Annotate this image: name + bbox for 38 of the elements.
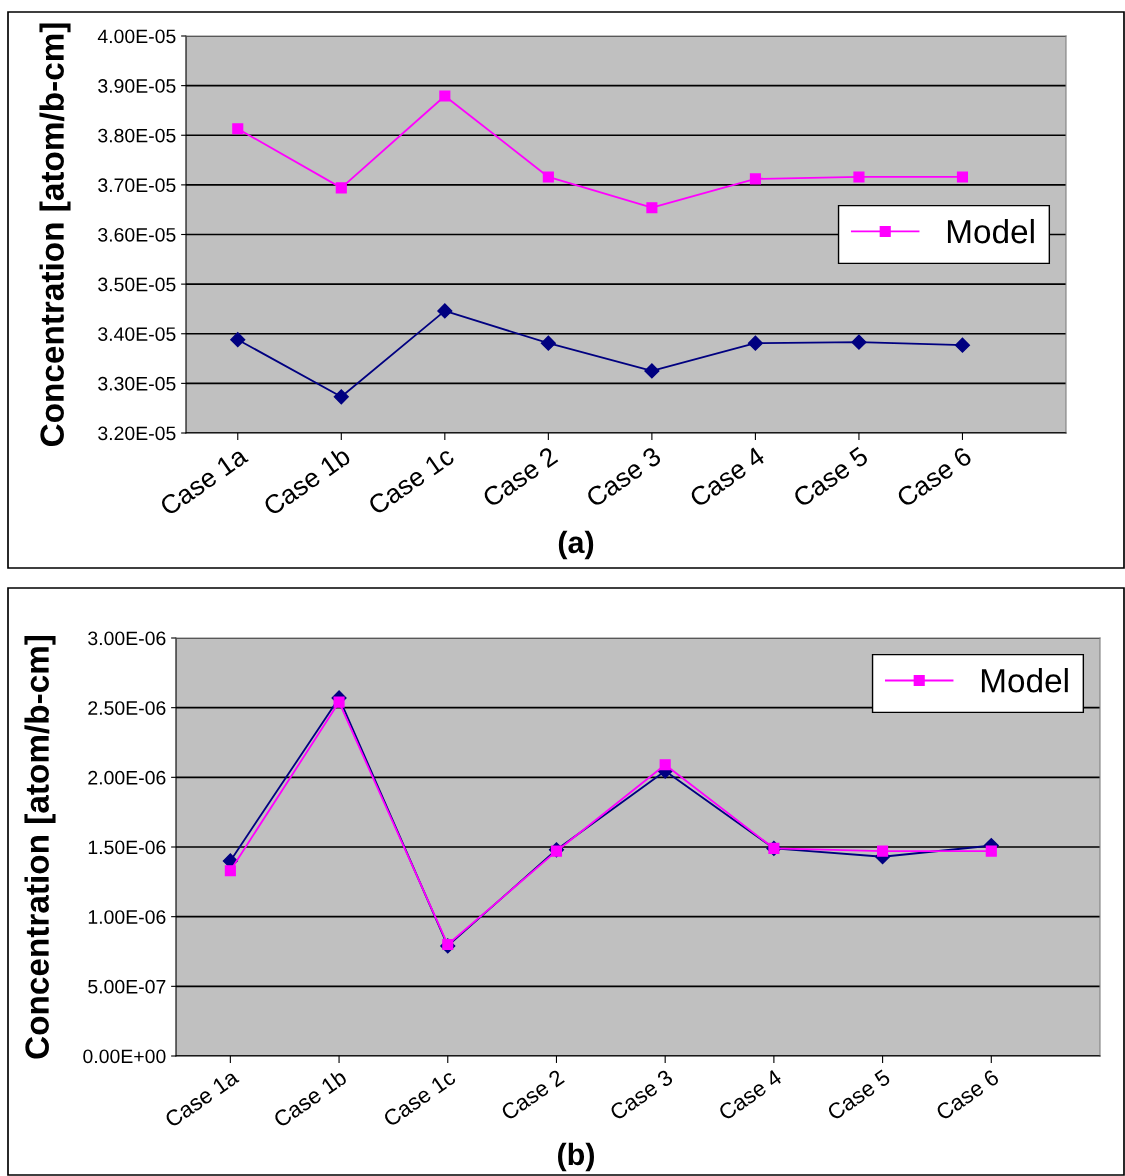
x-tick-label: Case 1a: [163, 1068, 240, 1128]
text: (a): [558, 530, 594, 560]
x-tick-label: Case 4: [717, 1068, 783, 1121]
y-tick-label: 4.00E-05: [97, 29, 176, 44]
y-tick-label: 2.50E-06: [88, 701, 166, 715]
x-tick-label: Case 5: [791, 446, 870, 508]
x-tick-label: Case 3: [584, 446, 663, 508]
x-tick-label: Case 1b: [272, 1068, 348, 1128]
x-tick-label: Case 1c: [367, 445, 456, 516]
x-tick-label: Case 5: [826, 1068, 892, 1121]
y-tick-label: 5.00E-07: [88, 979, 166, 994]
x-tick-label: Case 1b: [261, 445, 352, 517]
y-tick-label: 3.80E-05: [98, 128, 176, 143]
x-tick-label: Case 2: [500, 1068, 565, 1121]
y-tick-label: 3.20E-05: [98, 426, 176, 441]
y-tick-label: 3.90E-05: [98, 79, 176, 93]
y-tick-label: 1.00E-06: [88, 910, 166, 924]
y-tick-label: 3.60E-05: [98, 227, 176, 242]
text: (b): [558, 1142, 594, 1172]
x-tick-label: Case 3: [608, 1068, 674, 1121]
x-tick-label: Case 1c: [382, 1068, 457, 1128]
y-tick-label: 0.00E+00: [83, 1049, 166, 1064]
legend-label: Model: [981, 668, 1068, 693]
legend-label: Model: [947, 218, 1034, 244]
y-tick-label: 3.30E-05: [98, 376, 176, 391]
y-axis-title: Concentration [atom/b-cm]: [39, 23, 71, 447]
y-tick-label: 3.40E-05: [98, 327, 176, 341]
y-tick-label: 1.50E-06: [88, 840, 166, 855]
y-tick-label: 2.00E-06: [88, 770, 166, 785]
y-tick-label: 3.50E-05: [98, 277, 176, 292]
x-tick-label: Case 6: [895, 446, 973, 508]
x-tick-label: Case 1a: [158, 445, 249, 517]
y-axis-title: Concentration [atom/b-cm]: [24, 635, 56, 1059]
y-tick-label: 3.70E-05: [98, 178, 176, 193]
x-tick-label: Case 6: [934, 1068, 1000, 1121]
x-tick-label: Case 2: [481, 446, 559, 508]
x-tick-label: Case 4: [688, 445, 766, 508]
y-tick-label: 3.00E-06: [88, 631, 166, 646]
